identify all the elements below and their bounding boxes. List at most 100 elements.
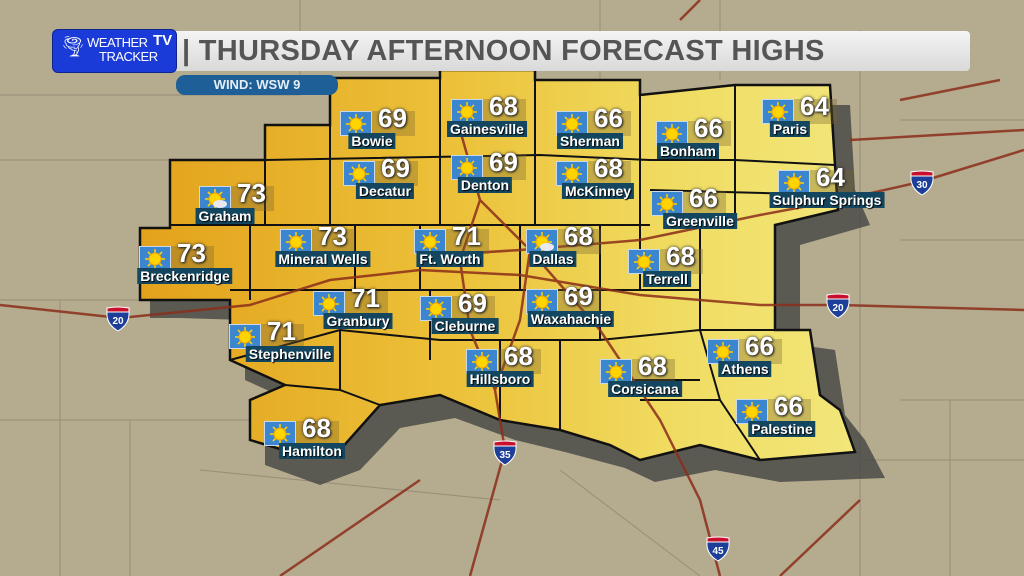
city-name: Ft. Worth xyxy=(416,251,484,267)
city-name: Breckenridge xyxy=(137,268,233,284)
city-name: Bonham xyxy=(657,143,719,159)
temp-backdrop xyxy=(556,289,601,314)
temp-backdrop xyxy=(310,229,355,254)
city-name: Bowie xyxy=(348,133,396,149)
sunny-icon xyxy=(466,349,498,374)
temp-backdrop xyxy=(808,170,853,195)
forecast-high: 66 xyxy=(774,391,803,421)
city-name: McKinney xyxy=(561,183,635,199)
sunny-icon xyxy=(139,246,171,271)
interstate-number: 20 xyxy=(112,316,124,327)
forecast-high: 73 xyxy=(318,221,347,251)
forecast-high: 64 xyxy=(816,162,845,192)
forecast-high: 71 xyxy=(267,316,296,346)
forecast-high: 69 xyxy=(489,147,518,177)
city-name: Granbury xyxy=(323,313,393,329)
interstate-35-shield: 35 xyxy=(492,440,518,466)
temp-backdrop xyxy=(556,229,601,254)
sunny-icon xyxy=(778,170,810,195)
sunny-icon xyxy=(600,359,632,384)
city-name: Paris xyxy=(769,121,811,137)
sunny-icon xyxy=(451,99,483,124)
sunny-icon xyxy=(628,249,660,274)
wind-badge: WIND: WSW 9 xyxy=(176,75,338,95)
forecast-high: 68 xyxy=(666,241,695,271)
sunny-icon xyxy=(414,229,446,254)
temp-backdrop xyxy=(681,191,726,216)
sunny-icon xyxy=(420,296,452,321)
city-name: Sulphur Springs xyxy=(769,192,885,208)
temp-backdrop xyxy=(586,111,631,136)
temp-backdrop xyxy=(373,161,418,186)
temp-backdrop xyxy=(169,246,214,271)
sunny-icon xyxy=(556,111,588,136)
city-name: Mineral Wells xyxy=(275,251,371,267)
sunny-icon xyxy=(656,121,688,146)
forecast-high: 69 xyxy=(381,153,410,183)
forecast-high: 71 xyxy=(452,221,481,251)
forecast-high: 68 xyxy=(302,413,331,443)
temp-backdrop xyxy=(481,155,526,180)
temp-backdrop xyxy=(481,99,526,124)
interstate-20-shield: 20 xyxy=(825,293,851,319)
sunny-icon xyxy=(264,421,296,446)
city-name: Hamilton xyxy=(279,443,345,459)
temp-backdrop xyxy=(658,249,703,274)
county-lines xyxy=(170,78,836,461)
sunny-icon xyxy=(762,99,794,124)
temp-backdrop xyxy=(496,349,541,374)
city-name: Hillsboro xyxy=(466,371,534,387)
temp-backdrop xyxy=(259,324,304,349)
temp-backdrop xyxy=(586,161,631,186)
city-name: Waxahachie xyxy=(527,311,615,327)
interstate-30-shield: 30 xyxy=(909,170,935,196)
tornado-icon: 🌪 xyxy=(60,34,86,58)
forecast-high: 73 xyxy=(177,238,206,268)
temp-backdrop xyxy=(766,399,811,424)
city-name: Gainesville xyxy=(447,121,527,137)
city-name: Corsicana xyxy=(608,381,682,397)
temp-backdrop xyxy=(294,421,339,446)
partly-cloudy-icon xyxy=(199,186,231,211)
partly-cloudy-icon xyxy=(526,229,558,254)
forecast-high: 68 xyxy=(564,221,593,251)
temp-backdrop xyxy=(343,291,388,316)
sunny-icon xyxy=(340,111,372,136)
city-name: Stephenville xyxy=(245,346,335,362)
weather-tracker-logo: 🌪 WEATHER TRACKER TV xyxy=(53,30,176,72)
temp-backdrop xyxy=(444,229,489,254)
city-name: Sherman xyxy=(557,133,623,149)
page-title: | THURSDAY AFTERNOON FORECAST HIGHS xyxy=(182,35,825,67)
forecast-high: 69 xyxy=(564,281,593,311)
sunny-icon xyxy=(651,191,683,216)
forecast-high: 68 xyxy=(594,153,623,183)
city-name: Athens xyxy=(718,361,772,377)
forecast-high: 68 xyxy=(638,351,667,381)
city-name: Terrell xyxy=(643,271,691,287)
forecast-high: 66 xyxy=(689,183,718,213)
sunny-icon xyxy=(736,399,768,424)
forecast-high: 66 xyxy=(594,103,623,133)
temp-backdrop xyxy=(686,121,731,146)
temp-backdrop xyxy=(450,296,495,321)
forecast-high: 66 xyxy=(694,113,723,143)
forecast-high: 73 xyxy=(237,178,266,208)
interstate-number: 30 xyxy=(916,180,928,191)
interstate-number: 35 xyxy=(499,450,511,461)
interstate-20-shield: 20 xyxy=(105,306,131,332)
temp-backdrop xyxy=(229,186,274,211)
temp-backdrop xyxy=(737,339,782,364)
forecast-high: 68 xyxy=(489,91,518,121)
interstate-20-road xyxy=(0,268,1024,320)
city-name: Graham xyxy=(195,208,255,224)
temp-backdrop xyxy=(370,111,415,136)
interstate-number: 45 xyxy=(712,546,724,557)
sunny-icon xyxy=(707,339,739,364)
city-name: Cleburne xyxy=(431,318,499,334)
forecast-high: 69 xyxy=(458,288,487,318)
forecast-high: 69 xyxy=(378,103,407,133)
interstate-45-road xyxy=(529,249,722,576)
forecast-high: 66 xyxy=(745,331,774,361)
city-name: Denton xyxy=(457,177,513,193)
